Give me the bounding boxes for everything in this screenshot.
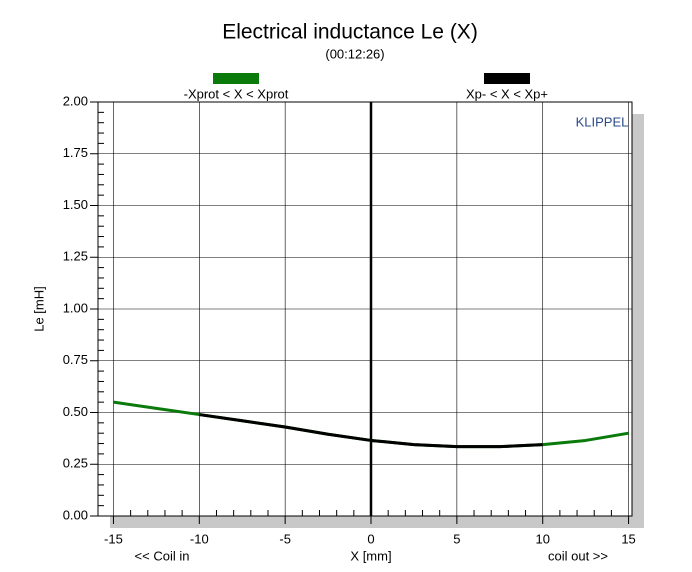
legend-label: Xp- < X < Xp+ xyxy=(466,86,548,101)
chart-title: Electrical inductance Le (X) xyxy=(222,21,478,44)
annotation: << Coil in xyxy=(135,548,190,563)
y-tick-label: 0.75 xyxy=(63,352,88,367)
y-tick-label: 0.25 xyxy=(63,456,88,471)
y-tick-label: 2.00 xyxy=(63,93,88,108)
x-tick-label: 5 xyxy=(453,531,460,546)
y-tick-label: 1.00 xyxy=(63,300,88,315)
y-tick-label: 0.50 xyxy=(63,404,88,419)
legend-swatch xyxy=(213,73,259,84)
x-tick-label: 15 xyxy=(621,531,635,546)
series-line xyxy=(199,413,543,449)
x-tick-label: -10 xyxy=(190,531,209,546)
annotation: coil out >> xyxy=(548,548,608,563)
y-tick-label: 1.50 xyxy=(63,197,88,212)
legend-swatch xyxy=(484,73,530,84)
chart-subtitle: (00:12:26) xyxy=(325,46,384,61)
x-axis-label: X [mm] xyxy=(350,548,391,563)
y-tick-label: 0.00 xyxy=(63,507,88,522)
annotation: KLIPPEL xyxy=(576,114,629,129)
x-tick-label: -5 xyxy=(279,531,291,546)
x-tick-label: 10 xyxy=(535,531,549,546)
x-tick-label: 0 xyxy=(367,531,374,546)
legend-label: -Xprot < X < Xprot xyxy=(184,86,289,101)
x-tick-label: -15 xyxy=(104,531,123,546)
y-axis-label: Le [mH] xyxy=(31,286,46,332)
y-tick-label: 1.75 xyxy=(63,145,88,160)
y-tick-label: 1.25 xyxy=(63,249,88,264)
